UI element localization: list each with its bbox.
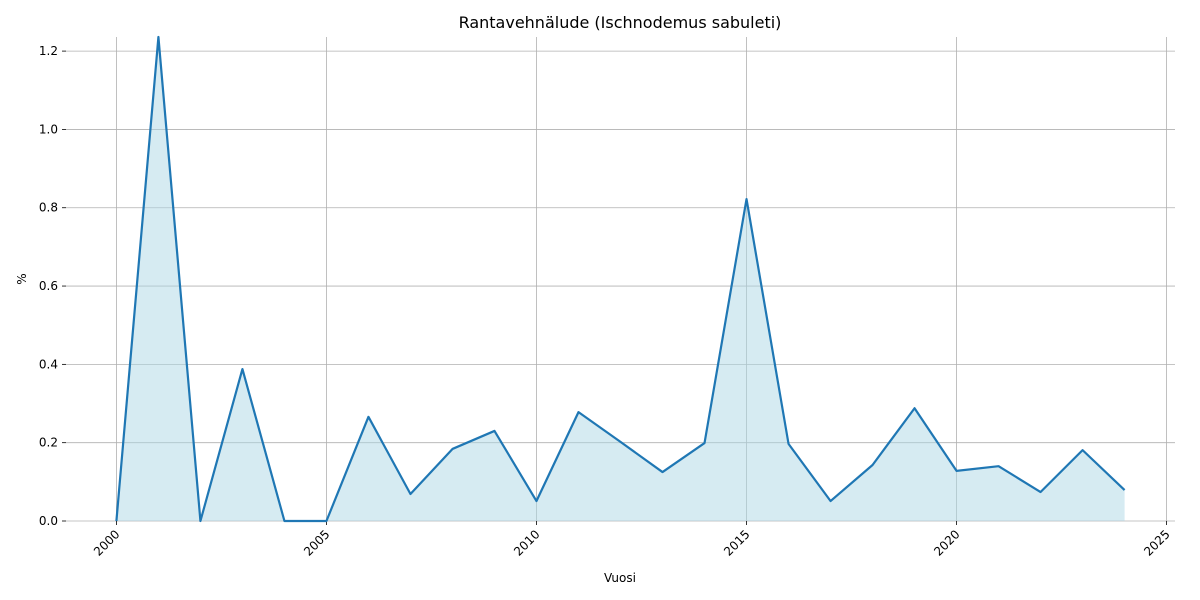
area [116, 37, 1125, 521]
x-tick-label: 2005 [301, 527, 332, 558]
x-tick-label: 2010 [511, 527, 542, 558]
x-tick-label: 2015 [721, 527, 752, 558]
y-axis-label: % [15, 273, 29, 284]
x-tick-label: 2025 [1141, 527, 1172, 558]
y-tick-label: 0.0 [39, 514, 58, 528]
chart-title: Rantavehnälude (Ischnodemus sabuleti) [459, 13, 782, 32]
y-tick-label: 0.8 [39, 201, 58, 215]
x-tick-label: 2020 [931, 527, 962, 558]
y-tick-label: 1.0 [39, 122, 58, 136]
y-tick-label: 0.4 [39, 357, 58, 371]
line [115, 35, 1126, 523]
y-tick-label: 0.2 [39, 436, 58, 450]
y-tick-label: 1.2 [39, 44, 58, 58]
y-tick-label: 0.6 [39, 279, 58, 293]
x-axis-label: Vuosi [604, 571, 636, 585]
x-tick-label: 2000 [91, 527, 122, 558]
